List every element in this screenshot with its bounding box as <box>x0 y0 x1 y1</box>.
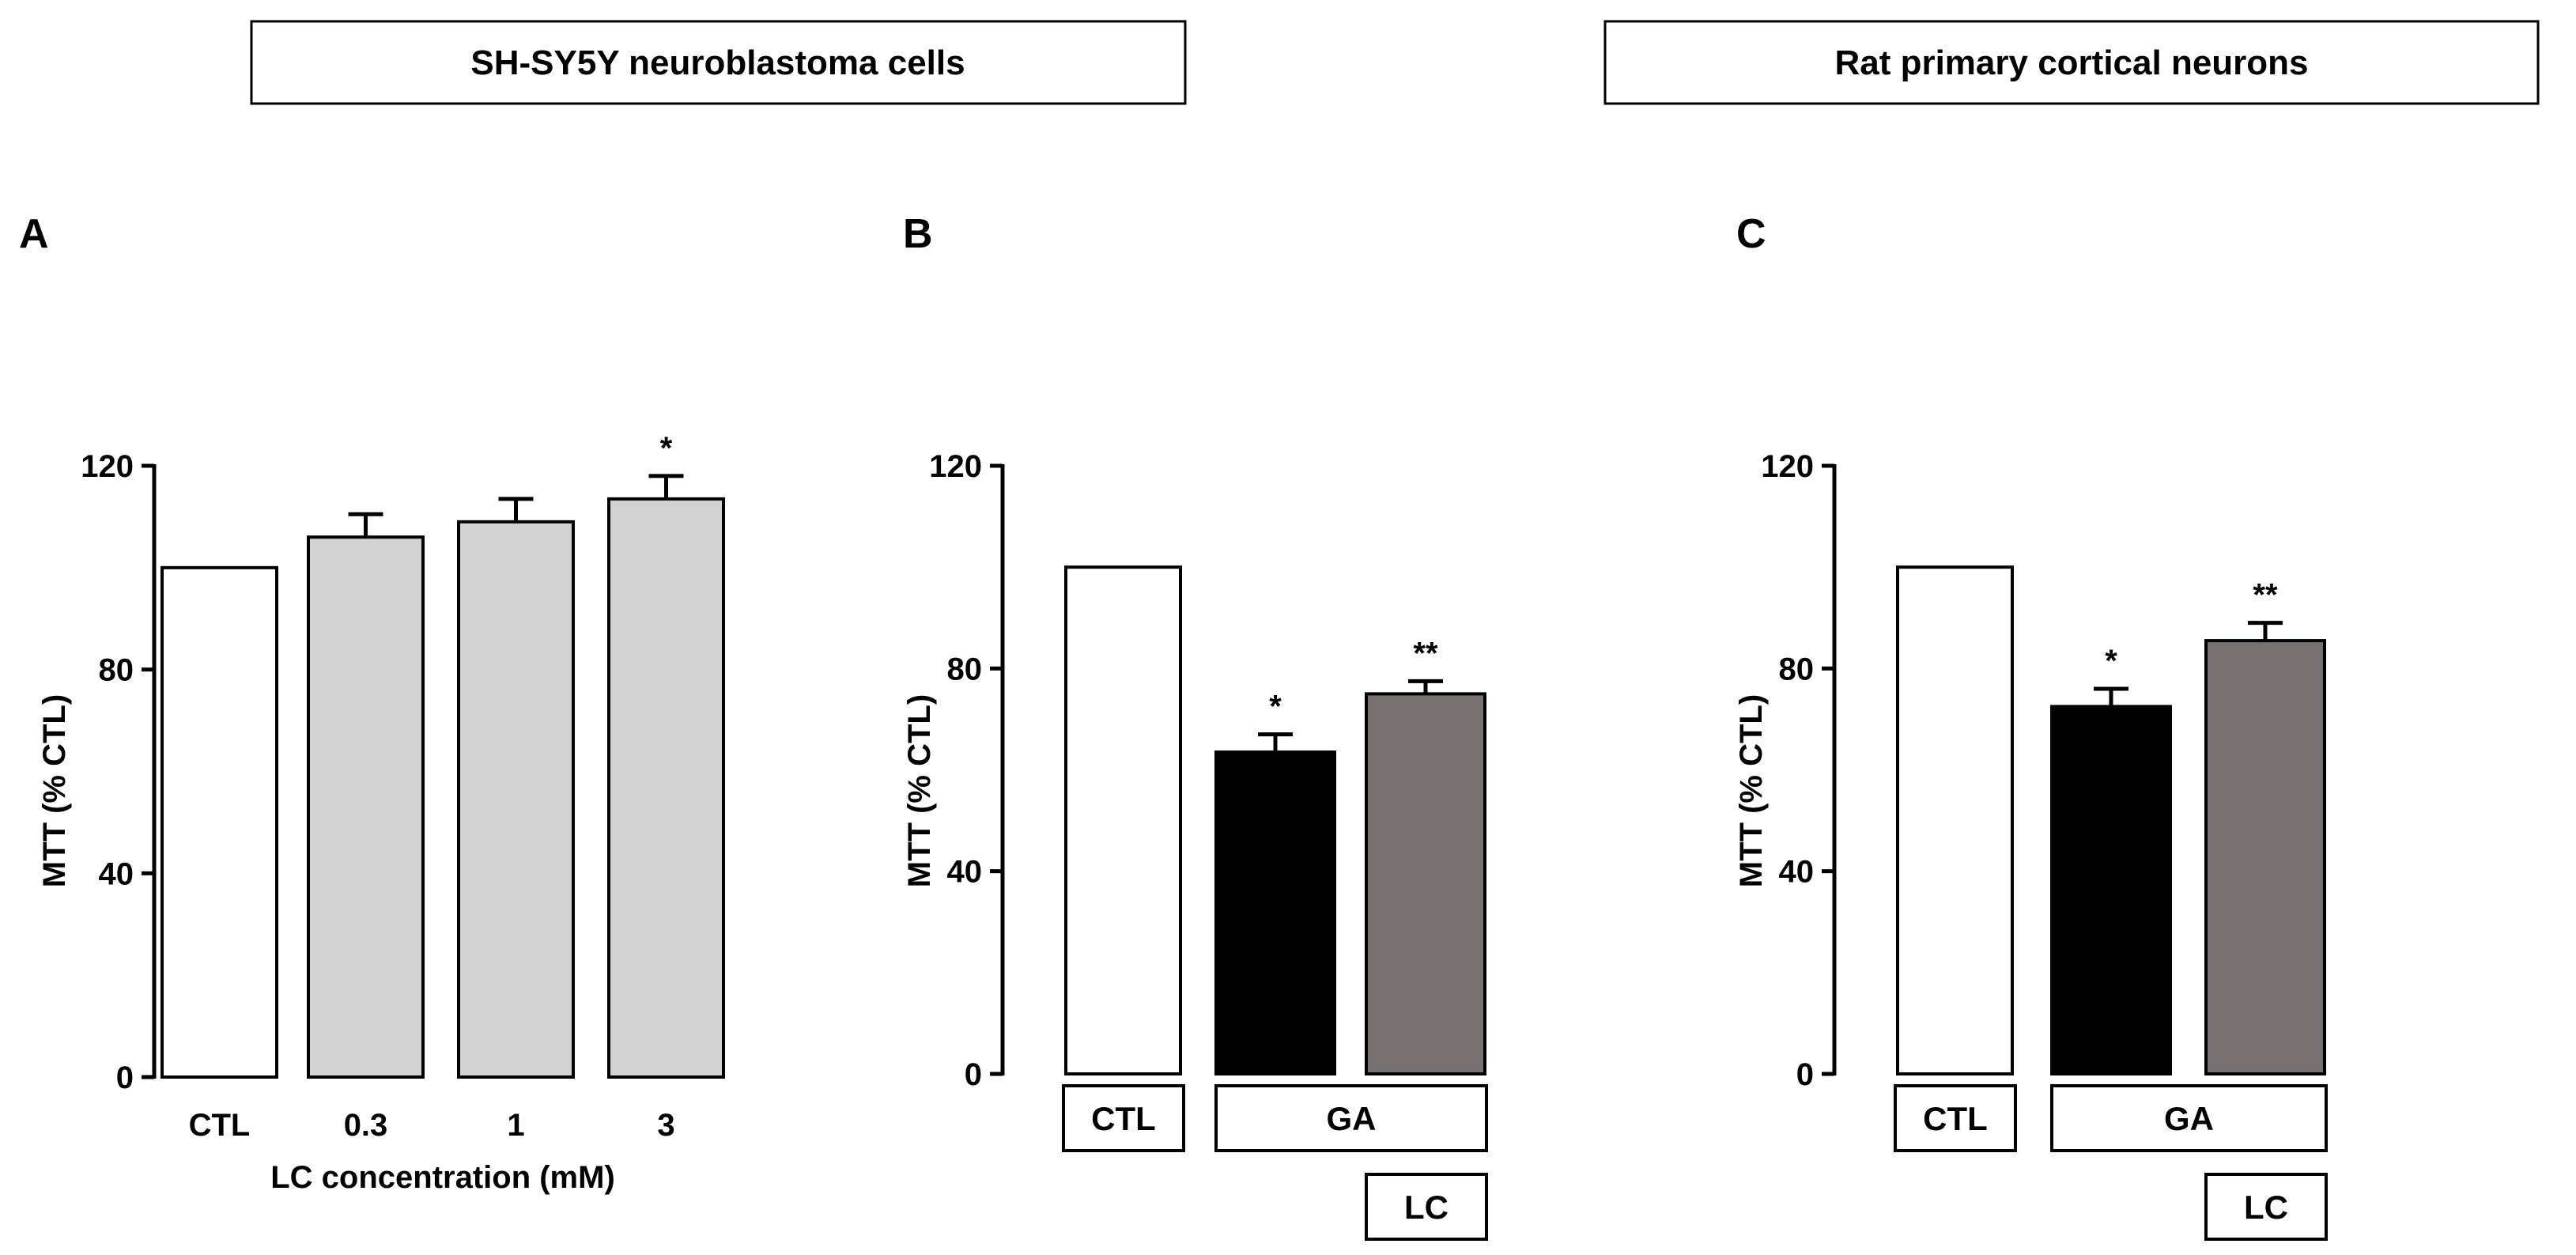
bar-ctl <box>1896 565 2014 1075</box>
significance-marker: * <box>2105 644 2117 679</box>
y-tick-label: 40 <box>1779 855 1815 890</box>
header-rat-neurons: Rat primary cortical neurons <box>1603 20 2540 105</box>
panel-letter-a: A <box>19 211 49 257</box>
y-axis-title: MTT (% CTL) <box>902 694 937 887</box>
condition-box-lc <box>2204 1173 2328 1241</box>
condition-box-ga-label: GA <box>1327 1100 1377 1137</box>
y-tick-label: 40 <box>947 855 983 890</box>
x-tick-label: CTL <box>189 1108 251 1143</box>
y-tick-label: 0 <box>1796 1057 1814 1092</box>
y-tick-label: 0 <box>965 1057 982 1092</box>
condition-box-ctl-label: CTL <box>1923 1100 1988 1137</box>
significance-marker: ** <box>1413 636 1438 671</box>
bar-3 <box>607 497 725 1079</box>
x-tick-label: 3 <box>657 1108 674 1143</box>
condition-box-lc <box>1365 1173 1488 1241</box>
header-sh-sy5y-text: SH-SY5Y neuroblastoma cells <box>470 43 965 82</box>
y-tick-label: 80 <box>99 653 134 688</box>
chart-panel-a: 0 40 80 120 MTT (% CTL) * CTL 0.3 1 3 LC concentra… <box>37 431 725 1195</box>
y-tick-label: 40 <box>99 856 134 891</box>
y-tick-label: 0 <box>116 1060 134 1095</box>
bar-ctl <box>1064 565 1182 1075</box>
significance-marker: ** <box>2253 578 2278 613</box>
panel-letter-b: B <box>903 211 933 257</box>
bar-ctl <box>161 565 278 1079</box>
condition-box-lc-label: LC <box>2244 1189 2288 1226</box>
x-tick-label: 1 <box>507 1108 524 1143</box>
panel-letter-c: C <box>1736 211 1766 257</box>
bar-ga <box>2050 705 2172 1075</box>
header-rat-neurons-text: Rat primary cortical neurons <box>1834 43 2308 82</box>
x-axis-title: LC concentration (mM) <box>270 1160 615 1195</box>
condition-box-ga-label: GA <box>2164 1100 2214 1137</box>
condition-box-ga <box>2050 1084 2328 1152</box>
y-tick-label: 120 <box>929 449 982 484</box>
y-tick-label: 80 <box>947 652 983 686</box>
y-tick-label: 80 <box>1779 652 1815 686</box>
y-axis-title: MTT (% CTL) <box>37 694 72 887</box>
bar-0-3 <box>307 535 425 1079</box>
header-sh-sy5y: SH-SY5Y neuroblastoma cells <box>250 20 1187 105</box>
bar-ga <box>1214 750 1336 1076</box>
condition-box-ctl <box>1894 1084 2017 1152</box>
condition-box-lc-label: LC <box>1404 1189 1449 1226</box>
condition-box-ctl <box>1062 1084 1185 1152</box>
significance-marker: * <box>660 431 673 466</box>
bar-ga-lc <box>1365 692 1486 1075</box>
y-tick-label: 120 <box>81 449 134 484</box>
bar-ga-lc <box>2204 639 2326 1075</box>
bar-1 <box>457 520 575 1079</box>
condition-box-ga <box>1214 1084 1488 1152</box>
y-axis-title: MTT (% CTL) <box>1734 694 1769 887</box>
condition-box-ctl-label: CTL <box>1091 1100 1156 1137</box>
x-tick-label: 0.3 <box>344 1108 388 1143</box>
y-tick-label: 120 <box>1761 449 1814 484</box>
significance-marker: * <box>1269 690 1282 724</box>
